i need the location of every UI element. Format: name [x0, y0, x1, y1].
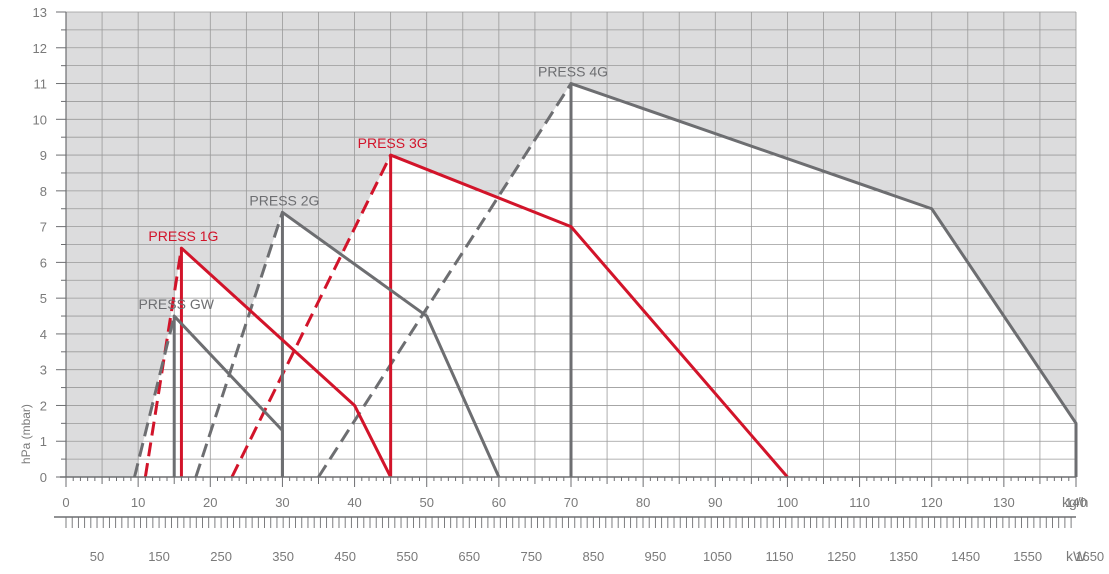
x-tick-label: 90 — [708, 495, 722, 510]
x-tick-label: 20 — [203, 495, 217, 510]
y-tick-label: 6 — [40, 255, 47, 270]
y-tick-label: 1 — [40, 434, 47, 449]
x2-tick-label: 650 — [458, 549, 480, 564]
x2-tick-label: 450 — [334, 549, 356, 564]
x2-tick-label: 250 — [210, 549, 232, 564]
x-tick-label: 10 — [131, 495, 145, 510]
y-tick-label: 2 — [40, 398, 47, 413]
y-tick-label: 3 — [40, 363, 47, 378]
series-label-2: PRESS 2G — [249, 192, 319, 208]
y-tick-label: 10 — [33, 112, 47, 127]
working-field-4 — [134, 316, 283, 477]
x-tick-label: 70 — [564, 495, 578, 510]
x-tick-label: 120 — [921, 495, 943, 510]
y-tick-label: 4 — [40, 327, 47, 342]
series-label-4: PRESS GW — [138, 296, 214, 312]
series-dashed-1 — [230, 154, 392, 478]
y-tick-label: 12 — [33, 41, 47, 56]
y-tick-label: 11 — [34, 77, 48, 92]
x2-axis-unit: kW — [1066, 548, 1087, 564]
x2-tick-label: 1150 — [766, 549, 794, 564]
y-axis-label: hPa (mbar) — [19, 404, 33, 464]
y-tick-label: 8 — [40, 184, 47, 199]
series-dashed-4 — [133, 315, 176, 478]
y-tick-label: 9 — [40, 148, 47, 163]
x2-tick-label: 550 — [396, 549, 418, 564]
series-label-0: PRESS 4G — [538, 64, 608, 80]
series-curve-2 — [280, 210, 501, 478]
x-tick-label: 50 — [419, 495, 433, 510]
series-label-1: PRESS 3G — [358, 135, 428, 151]
x2-tick-label: 1550 — [1013, 549, 1042, 564]
x2-tick-label: 150 — [148, 549, 170, 564]
x2-tick-label: 850 — [583, 549, 605, 564]
y-tick-label: 7 — [40, 220, 47, 235]
x-tick-label: 140 — [1065, 495, 1087, 510]
x-tick-label: 0 — [62, 495, 69, 510]
x-axis-unit: kg/h — [1062, 494, 1088, 510]
x2-tick-label: 1450 — [951, 549, 980, 564]
x-tick-label: 110 — [849, 495, 870, 510]
x2-tick-label: 1350 — [889, 549, 918, 564]
series-curve-0 — [569, 82, 1078, 477]
x-tick-label: 60 — [492, 495, 506, 510]
series-dashed-0 — [317, 82, 573, 478]
y-tick-label: 13 — [33, 5, 47, 20]
y-tick-label: 5 — [40, 291, 47, 306]
x2-tick-label: 1050 — [703, 549, 732, 564]
series-label-3: PRESS 1G — [148, 228, 218, 244]
x-tick-label: 100 — [777, 495, 799, 510]
x-tick-label: 80 — [636, 495, 650, 510]
series-curve-4 — [172, 314, 284, 477]
x2-tick-label: 350 — [272, 549, 294, 564]
x2-tick-label: 750 — [520, 549, 542, 564]
x2-tick-label: 1250 — [827, 549, 856, 564]
series-curve-3 — [179, 246, 392, 478]
x-tick-label: 40 — [347, 495, 361, 510]
x-tick-label: 130 — [993, 495, 1015, 510]
series-dashed-2 — [194, 211, 284, 478]
x2-tick-label: 1650 — [1075, 549, 1104, 564]
y-tick-label: 0 — [40, 470, 47, 485]
x2-tick-label: 950 — [645, 549, 667, 564]
series-curve-1 — [389, 153, 789, 478]
x2-tick-label: 50 — [90, 549, 104, 564]
x-tick-label: 30 — [275, 495, 289, 510]
